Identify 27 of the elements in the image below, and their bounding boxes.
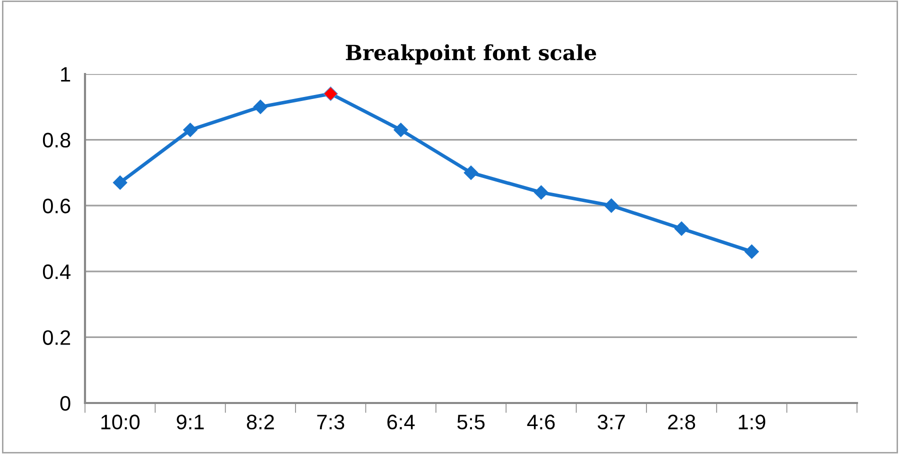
- x-tick-label: 5:5: [457, 414, 485, 430]
- chart-title: Breakpoint font scale: [346, 44, 596, 64]
- y-tick-label: 0.6: [42, 198, 70, 214]
- x-tick-label: 6:4: [387, 414, 415, 430]
- point: [674, 221, 689, 236]
- x-tick-label: 3:7: [598, 414, 625, 430]
- y-tick-label: 1: [61, 67, 70, 82]
- point: [323, 86, 338, 101]
- y-tick-label: 0.2: [42, 330, 70, 345]
- y-tick-label: 0.4: [42, 264, 71, 280]
- point: [253, 100, 268, 114]
- x-tick-label: 1:9: [738, 414, 766, 430]
- point: [604, 198, 619, 213]
- x-tick-label: 7:3: [317, 414, 344, 430]
- point: [394, 122, 408, 138]
- x-tick-label: 8:2: [246, 414, 274, 430]
- point: [112, 175, 128, 190]
- point: [744, 244, 759, 259]
- y-tick-label: 0: [60, 396, 70, 411]
- point: [464, 165, 478, 180]
- x-tick-label: 2:8: [668, 414, 696, 430]
- x-tick-label: 4:6: [527, 414, 555, 430]
- y-tick-label: 0.8: [42, 132, 70, 148]
- x-tick-label: 10:0: [101, 414, 140, 430]
- point: [534, 185, 548, 200]
- x-tick-label: 9:1: [176, 414, 204, 430]
- point: [183, 122, 198, 138]
